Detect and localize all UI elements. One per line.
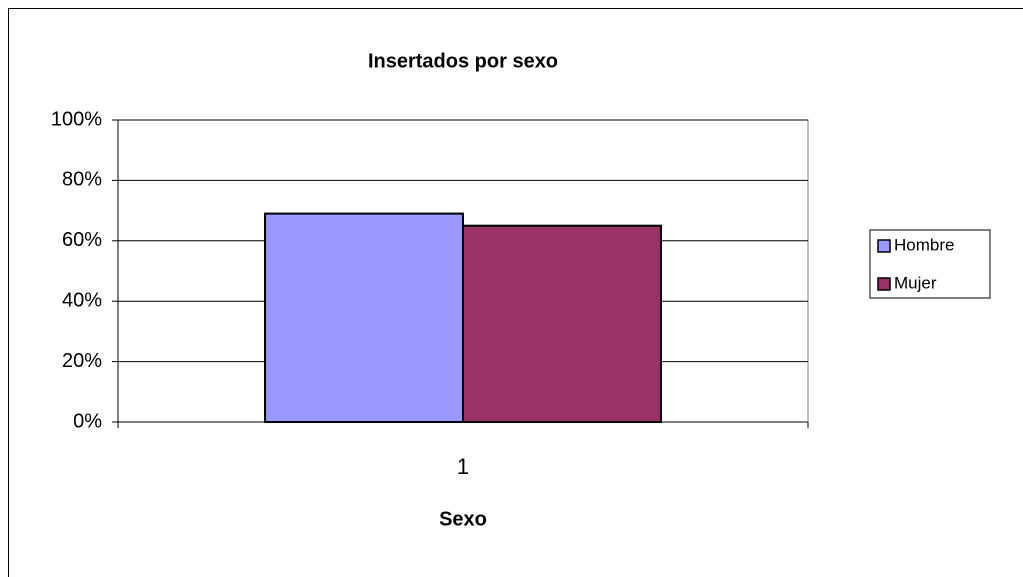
chart-title: Insertados por sexo — [368, 50, 558, 72]
y-tick-label: 40% — [62, 289, 102, 311]
legend-label: Hombre — [894, 235, 954, 254]
y-tick-label: 60% — [62, 229, 102, 251]
legend-swatch — [877, 277, 891, 291]
y-tick-label: 80% — [62, 169, 102, 191]
legend-swatch — [877, 239, 891, 253]
bar — [462, 224, 662, 423]
y-tick-label: 0% — [73, 410, 102, 432]
y-tick-label: 20% — [62, 350, 102, 372]
x-tick-label: 1 — [457, 454, 469, 479]
legend-label: Mujer — [894, 273, 937, 292]
y-tick-label: 100% — [51, 108, 102, 130]
x-axis-label: Sexo — [439, 508, 487, 530]
bar — [264, 212, 464, 423]
